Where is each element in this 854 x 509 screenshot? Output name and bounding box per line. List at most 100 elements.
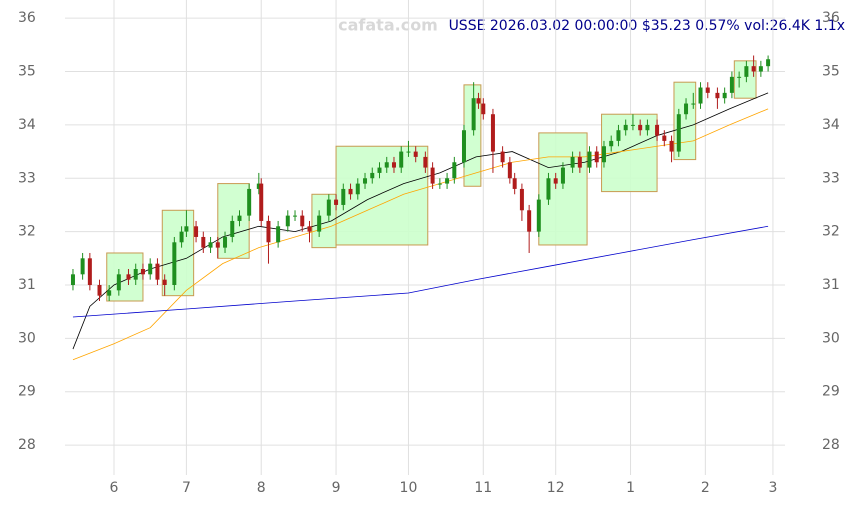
candle-body bbox=[107, 290, 112, 296]
candle-body bbox=[126, 274, 131, 280]
candle-body bbox=[560, 167, 565, 184]
candle-body bbox=[729, 76, 734, 93]
watermark: cafata.com bbox=[338, 16, 438, 35]
x-tick-label: 7 bbox=[182, 480, 191, 496]
candle-body bbox=[215, 242, 220, 248]
candle-body bbox=[87, 258, 92, 285]
candle-body bbox=[285, 215, 290, 227]
candle-body bbox=[363, 178, 368, 184]
candle-body bbox=[587, 151, 592, 168]
overlay-line bbox=[72, 225, 769, 318]
candle-body bbox=[662, 135, 667, 141]
candle-body bbox=[445, 178, 450, 184]
candle-body bbox=[423, 156, 428, 168]
candle-body bbox=[490, 114, 495, 152]
candle-body bbox=[476, 98, 481, 104]
candle-body bbox=[406, 151, 411, 153]
x-tick-label: 12 bbox=[547, 480, 565, 496]
candle-body bbox=[230, 220, 235, 237]
y-tick-label: 35 bbox=[18, 64, 36, 80]
candle-body bbox=[391, 162, 396, 168]
candle-body bbox=[430, 167, 435, 184]
candle-body bbox=[546, 178, 551, 200]
overlay-line bbox=[72, 108, 769, 361]
candle-body bbox=[512, 178, 517, 189]
candle-body bbox=[155, 263, 160, 280]
y-tick-label: 36 bbox=[18, 10, 36, 26]
candle-body bbox=[766, 59, 771, 67]
x-tick-label: 8 bbox=[257, 480, 266, 496]
candle-body bbox=[80, 258, 85, 275]
candle-body bbox=[461, 130, 466, 163]
candle-body bbox=[698, 87, 703, 104]
candle-body bbox=[715, 92, 720, 99]
y-tick-label: 36 bbox=[822, 10, 840, 26]
candle-body bbox=[609, 140, 614, 147]
candle-body bbox=[519, 188, 524, 211]
candle-body bbox=[536, 199, 541, 232]
candle-body bbox=[162, 279, 167, 285]
candle-body bbox=[630, 124, 635, 126]
candle-body bbox=[744, 66, 749, 77]
candle-body bbox=[201, 236, 206, 248]
candle-body bbox=[293, 215, 298, 217]
y-tick-label: 30 bbox=[822, 330, 840, 346]
range-box bbox=[335, 145, 429, 246]
candle-body bbox=[437, 183, 442, 185]
y-tick-label: 29 bbox=[822, 384, 840, 400]
x-tick-label: 1 bbox=[626, 480, 635, 496]
candle-body bbox=[148, 263, 153, 275]
candle-body bbox=[758, 66, 763, 72]
candle-body bbox=[184, 226, 189, 232]
candle-body bbox=[705, 87, 710, 93]
y-tick-label: 33 bbox=[18, 170, 36, 186]
y-tick-label: 32 bbox=[822, 224, 840, 240]
candle-body bbox=[247, 188, 252, 216]
range-box bbox=[161, 209, 195, 297]
x-tick-label: 11 bbox=[474, 480, 492, 496]
y-tick-label: 34 bbox=[822, 117, 840, 133]
range-box bbox=[217, 183, 250, 259]
candle-body bbox=[237, 215, 242, 221]
candle-body bbox=[355, 183, 360, 195]
y-tick-label: 28 bbox=[18, 437, 36, 453]
range-box bbox=[311, 193, 337, 249]
candle-body bbox=[256, 183, 261, 189]
candle-body bbox=[223, 236, 228, 248]
x-tick-label: 9 bbox=[332, 480, 341, 496]
y-tick-label: 28 bbox=[822, 437, 840, 453]
candle-body bbox=[638, 124, 643, 131]
candle-body bbox=[326, 199, 331, 216]
y-tick-label: 34 bbox=[18, 117, 36, 133]
candle-body bbox=[676, 114, 681, 152]
candle-body bbox=[370, 172, 375, 179]
candle-body bbox=[722, 92, 727, 99]
candle-body bbox=[334, 199, 339, 205]
candle-body bbox=[737, 76, 742, 78]
candle-body bbox=[527, 210, 532, 232]
candle-body bbox=[471, 98, 476, 131]
candle-body bbox=[601, 146, 606, 163]
candle-body bbox=[500, 151, 505, 163]
candle-body bbox=[507, 162, 512, 179]
y-tick-label: 31 bbox=[822, 277, 840, 293]
candle-body bbox=[140, 268, 145, 275]
candle-body bbox=[348, 188, 353, 195]
candle-body bbox=[172, 242, 177, 285]
x-tick-label: 6 bbox=[110, 480, 119, 496]
candle-body bbox=[377, 167, 382, 173]
candle-body bbox=[481, 103, 486, 115]
candle-body bbox=[317, 215, 322, 232]
candle-body bbox=[553, 178, 558, 184]
candle-body bbox=[594, 151, 599, 163]
candle-body bbox=[208, 242, 213, 248]
chart-title: USSE 2026.03.02 00:00:00 $35.23 0.57% vo… bbox=[449, 18, 845, 34]
x-tick-label: 3 bbox=[768, 480, 777, 496]
candle-body bbox=[70, 274, 75, 285]
candle-body bbox=[194, 226, 199, 237]
candle-body bbox=[616, 130, 621, 141]
candle-body bbox=[97, 285, 102, 296]
candle-body bbox=[300, 215, 305, 227]
range-box bbox=[733, 60, 757, 99]
y-tick-label: 29 bbox=[18, 384, 36, 400]
